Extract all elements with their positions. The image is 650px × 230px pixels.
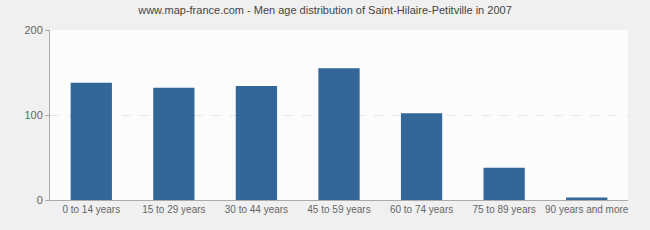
svg-text:45 to 59 years: 45 to 59 years	[307, 204, 370, 215]
svg-text:200: 200	[24, 24, 42, 36]
svg-text:0 to 14 years: 0 to 14 years	[62, 204, 120, 215]
svg-text:www.map-france.com - Men age d: www.map-france.com - Men age distributio…	[137, 4, 512, 16]
svg-text:75 to 89 years: 75 to 89 years	[472, 204, 535, 215]
svg-text:90 years and more: 90 years and more	[545, 204, 629, 215]
svg-text:0: 0	[37, 194, 43, 206]
svg-text:100: 100	[24, 109, 42, 121]
svg-text:60 to 74 years: 60 to 74 years	[390, 204, 453, 215]
svg-text:30 to 44 years: 30 to 44 years	[225, 204, 288, 215]
svg-text:15 to 29 years: 15 to 29 years	[142, 204, 205, 215]
